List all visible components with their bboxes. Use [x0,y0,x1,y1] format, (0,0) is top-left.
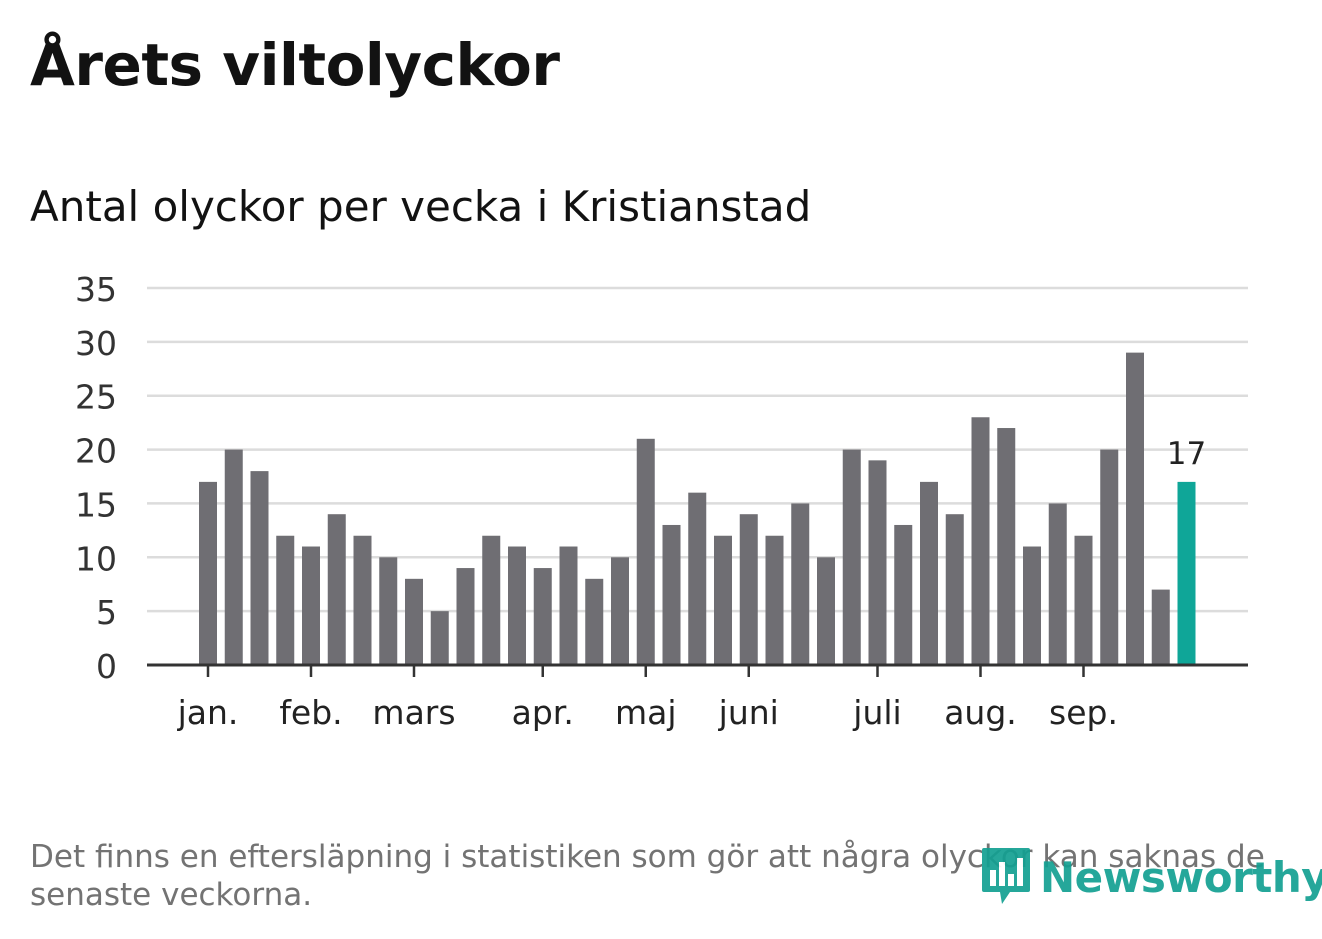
y-tick-label-15: 15 [75,485,117,524]
bar-20 [714,535,732,665]
bars [199,352,1196,665]
bar-11 [482,535,501,665]
bar-12 [508,546,526,665]
bar-1 [224,449,243,665]
x-tick-label-mars: mars [372,693,455,732]
bar-26 [868,460,887,665]
bar-13 [533,568,552,665]
bar-22 [765,535,784,665]
bar-chart: 0 5 10 15 20 25 30 35 jan. feb. mars apr. maj juni ju… [75,270,1248,732]
newsworthy-logo: Newsworthy [980,846,1322,908]
bar-27 [894,524,913,665]
x-tick-label-jan.: jan. [177,693,239,732]
bar-17 [636,438,655,665]
x-tick-label-juni: juni [718,693,779,732]
bar-19 [688,492,707,665]
bar-23 [791,503,810,665]
bar-36 [1126,352,1144,665]
bar-18 [662,524,681,665]
bar-28 [920,481,938,665]
bar-24 [817,557,835,665]
bar-10 [456,568,475,665]
bar-35 [1100,449,1119,665]
bar-8 [405,578,423,665]
y-tick-label-35: 35 [75,270,117,309]
x-tick-label-feb.: feb. [279,693,342,732]
bar-25 [842,449,861,665]
bar-highlight [1177,481,1196,665]
bar-14 [559,546,578,665]
data-labels: 17 [1167,436,1206,472]
bar-9 [430,611,449,665]
bar-5 [327,514,346,665]
bar-34 [1074,535,1093,665]
bar-0 [199,481,217,665]
y-tick-label-20: 20 [75,432,117,471]
bar-33 [1048,503,1067,665]
x-axis-ticks: jan. feb. mars apr. maj juni juli aug. sep. [177,665,1118,732]
bar-30 [971,417,990,665]
y-tick-label-25: 25 [75,378,117,417]
x-tick-label-aug.: aug. [944,693,1017,732]
y-tick-label-0: 0 [96,647,117,686]
y-tick-label-10: 10 [75,539,117,578]
bar-3 [276,535,295,665]
y-tick-label-5: 5 [96,593,117,632]
x-tick-label-sep.: sep. [1049,693,1118,732]
bar-2 [250,471,269,665]
bar-31 [997,428,1016,665]
bar-32 [1023,546,1041,665]
bar-6 [353,535,372,665]
footnote: Det finns en eftersläpning i statistiken… [30,839,1265,913]
bar-21 [739,514,758,665]
data-label-highlight: 17 [1167,436,1206,472]
bar-16 [611,557,629,665]
bar-7 [379,557,398,665]
bar-37 [1151,589,1170,665]
newsworthy-logo-icon [982,848,1030,904]
x-tick-label-apr.: apr. [512,693,574,732]
newsworthy-logo-text: Newsworthy [1040,852,1322,902]
x-tick-label-maj: maj [615,693,677,732]
x-tick-label-juli: juli [852,693,901,732]
bar-29 [945,514,964,665]
bar-4 [302,546,320,665]
y-tick-label-30: 30 [75,324,117,363]
chart-title: Årets viltolyckor [30,31,560,99]
y-axis-ticks: 0 5 10 15 20 25 30 35 [75,270,117,686]
bar-15 [585,578,604,665]
chart-subtitle: Antal olyckor per vecka i Kristianstad [30,182,812,231]
